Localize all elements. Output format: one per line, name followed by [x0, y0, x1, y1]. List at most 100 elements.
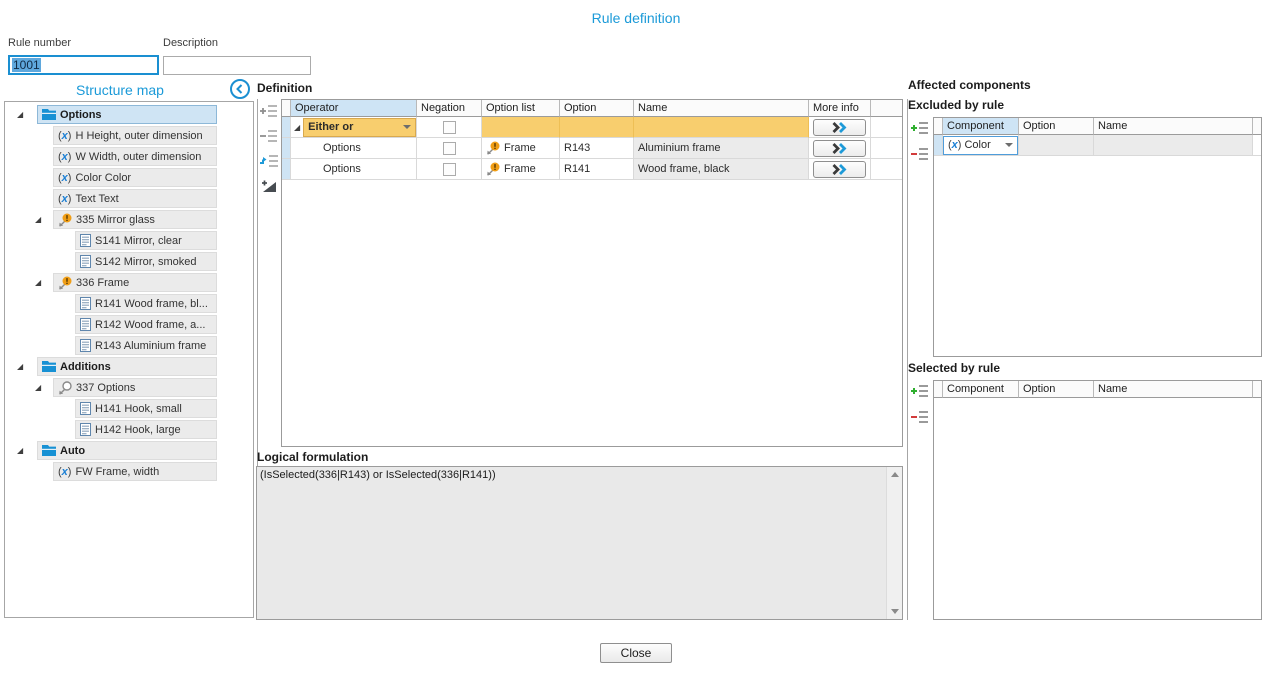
rule-number-value: 1001	[12, 58, 41, 72]
component-cell: (x) Color	[943, 135, 1019, 156]
add-row-button[interactable]	[259, 103, 279, 119]
option-cell: R141	[560, 159, 634, 180]
scroll-up-icon[interactable]	[891, 472, 899, 477]
tree-item-label: 336 Frame	[76, 276, 130, 289]
expander-icon[interactable]: ◢	[35, 215, 42, 224]
variable-icon: (x)	[948, 139, 962, 151]
chevron-down-icon	[403, 125, 411, 129]
variable-icon: (x)	[58, 150, 72, 163]
column-header: Option	[1019, 381, 1094, 398]
column-header: Option	[1019, 118, 1094, 135]
document-icon	[80, 234, 91, 247]
option-list-alert-icon	[486, 162, 500, 176]
tree-item-label: Color Color	[75, 171, 132, 184]
remove-item-button[interactable]	[910, 409, 930, 425]
tree-item-color-color[interactable]: (x) Color Color	[53, 168, 217, 187]
tree-item-h142-hook-large[interactable]: H142 Hook, large	[75, 420, 217, 439]
more-info-cell	[809, 159, 871, 180]
tree-item-fw-frame-width[interactable]: (x) FW Frame, width	[53, 462, 217, 481]
tree-row: (x) H Height, outer dimension	[5, 126, 253, 147]
definition-table: Operator Negation Option list Option Name Mor…	[281, 99, 903, 447]
tree-item-label: S142 Mirror, smoked	[95, 255, 197, 268]
table-header-row: Component Option Name	[934, 118, 1261, 135]
column-header: Name	[634, 100, 809, 117]
document-icon	[80, 255, 91, 268]
tree-item-w-width-outer-dimension[interactable]: (x) W Width, outer dimension	[53, 147, 217, 166]
expander-icon[interactable]: ◢	[294, 122, 301, 132]
chevron-left-circle-icon[interactable]	[230, 79, 250, 99]
description-label: Description	[163, 37, 219, 49]
expander-icon[interactable]: ◢	[35, 278, 42, 287]
tree-item-336-frame[interactable]: 336 Frame	[53, 273, 217, 292]
column-header: Operator	[291, 100, 417, 117]
operator-value: Either or	[308, 121, 354, 133]
spacer-cell	[871, 159, 902, 180]
variable-icon: (x)	[58, 465, 72, 478]
tree-item-options[interactable]: Options	[37, 105, 217, 124]
tree-item-335-mirror-glass[interactable]: 335 Mirror glass	[53, 210, 217, 229]
move-row-button[interactable]	[259, 153, 279, 169]
rule-number-label: Rule number	[8, 37, 71, 49]
add-item-button[interactable]	[910, 383, 930, 399]
expander-icon[interactable]: ◢	[17, 362, 24, 371]
name-cell: Aluminium frame	[634, 138, 809, 159]
tree-item-additions[interactable]: Additions	[37, 357, 217, 376]
operator-value: Options	[323, 163, 361, 175]
tree-item-s142-mirror-smoked[interactable]: S142 Mirror, smoked	[75, 252, 217, 271]
operator-cell: Options	[291, 138, 417, 159]
negation-checkbox[interactable]	[442, 120, 456, 134]
document-icon	[80, 318, 91, 331]
expander-icon[interactable]: ◢	[17, 110, 24, 119]
header-cell	[282, 100, 291, 117]
row-indicator	[282, 138, 291, 159]
tree-row: ◢ Auto	[5, 441, 253, 462]
tree-item-auto[interactable]: Auto	[37, 441, 217, 460]
chevrons-right-icon	[832, 142, 847, 154]
remove-item-button[interactable]	[910, 146, 930, 162]
close-button[interactable]: Close	[600, 643, 672, 663]
more-info-button[interactable]	[813, 160, 866, 178]
tree-row: ◢ 337 Options	[5, 378, 253, 399]
tree-item-r142-wood-frame-a[interactable]: R142 Wood frame, a...	[75, 315, 217, 334]
component-dropdown[interactable]: (x) Color	[943, 135, 1018, 155]
divider	[257, 99, 258, 620]
tree-item-337-options[interactable]: 337 Options	[53, 378, 217, 397]
divider	[907, 99, 908, 620]
tree-item-h141-hook-small[interactable]: H141 Hook, small	[75, 399, 217, 418]
option-cell	[560, 117, 634, 138]
more-info-button[interactable]	[813, 139, 866, 157]
variable-icon: (x)	[58, 192, 72, 205]
tree-item-label: H Height, outer dimension	[75, 129, 203, 142]
logical-formulation-textarea[interactable]: (IsSelected(336|R143) or IsSelected(336|…	[256, 466, 903, 620]
negation-cell	[417, 159, 482, 180]
tree-item-h-height-outer-dimension[interactable]: (x) H Height, outer dimension	[53, 126, 217, 145]
tree-item-label: R143 Aluminium frame	[95, 339, 207, 352]
name-cell	[634, 117, 809, 138]
tree-item-text-text[interactable]: (x) Text Text	[53, 189, 217, 208]
row-indicator	[282, 159, 291, 180]
scroll-down-icon[interactable]	[891, 609, 899, 614]
tree-item-s141-mirror-clear[interactable]: S141 Mirror, clear	[75, 231, 217, 250]
tree-item-r143-aluminium-frame[interactable]: R143 Aluminium frame	[75, 336, 217, 355]
definition-row: ◢ Either or	[282, 117, 902, 138]
negation-checkbox[interactable]	[442, 141, 456, 155]
operator-dropdown[interactable]: Either or	[303, 117, 416, 137]
description-input[interactable]	[163, 56, 311, 75]
more-info-button[interactable]	[813, 118, 866, 136]
add-operator-button[interactable]	[259, 178, 279, 194]
expander-icon[interactable]: ◢	[35, 383, 42, 392]
remove-row-button[interactable]	[259, 128, 279, 144]
row-indicator	[282, 117, 291, 138]
selected-table: Component Option Name	[933, 380, 1262, 620]
rule-number-input[interactable]: 1001	[8, 55, 159, 75]
negation-cell	[417, 117, 482, 138]
name-cell	[1094, 135, 1253, 156]
remove-row-icon	[260, 129, 278, 143]
operator-cell: ◢ Either or	[291, 117, 417, 138]
negation-checkbox[interactable]	[442, 162, 456, 176]
tree-item-label: Auto	[60, 444, 86, 457]
expander-icon[interactable]: ◢	[17, 446, 24, 455]
add-item-button[interactable]	[910, 120, 930, 136]
tree-item-r141-wood-frame-bl[interactable]: R141 Wood frame, bl...	[75, 294, 217, 313]
scrollbar[interactable]	[886, 467, 902, 619]
